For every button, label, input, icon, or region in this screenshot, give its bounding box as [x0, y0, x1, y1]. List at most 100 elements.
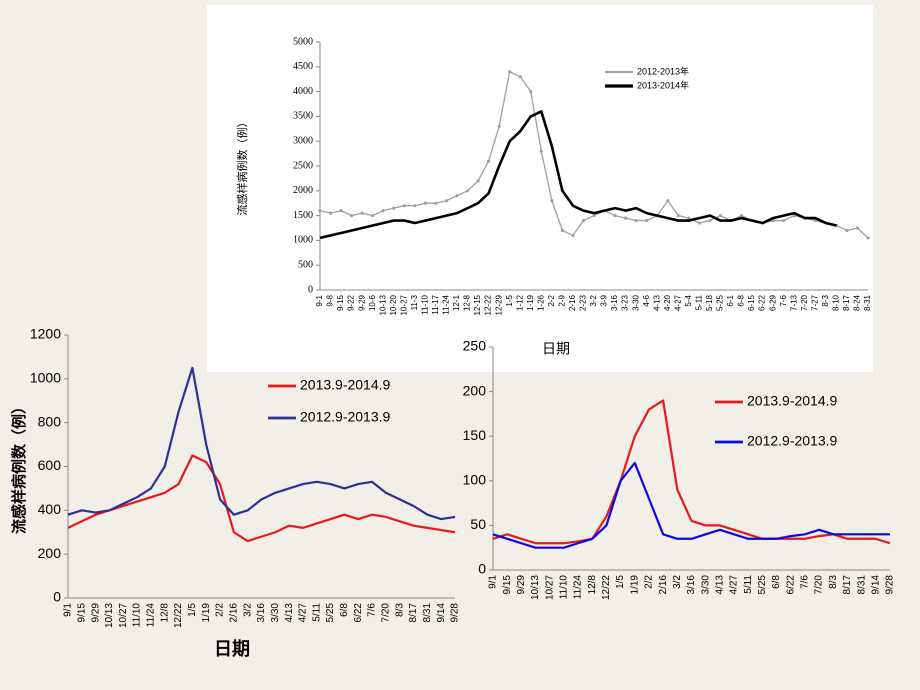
point [508, 70, 512, 74]
x-tick-label: 5/11 [743, 575, 754, 594]
point [328, 211, 333, 215]
point [739, 214, 744, 218]
x-tick-label: 1-5 [505, 294, 514, 306]
x-tick-label: 8-24 [853, 294, 862, 311]
x-tick-label: 9-15 [336, 294, 345, 311]
point [371, 214, 375, 218]
x-tick-label: 3/2 [242, 603, 253, 617]
y-tick-label: 0 [478, 561, 486, 577]
y-tick-label: 4000 [293, 86, 313, 97]
x-tick-label: 8-3 [821, 294, 830, 306]
x-tick-label: 7/6 [800, 575, 811, 589]
point [718, 214, 723, 218]
x-tick-label: 7/20 [381, 603, 392, 623]
x-tick-label: 8-31 [863, 294, 872, 311]
x-tick-label: 11/24 [573, 575, 584, 600]
x-tick-label: 6-22 [758, 294, 767, 311]
x-tick-label: 8-10 [831, 294, 840, 311]
point [518, 75, 522, 79]
x-tick-label: 8/3 [828, 575, 839, 589]
x-tick-label: 2-2 [547, 294, 556, 306]
x-tick-label: 10/27 [544, 575, 555, 600]
x-tick-label: 10/13 [104, 603, 115, 628]
x-tick-label: 6/22 [785, 575, 796, 595]
point [476, 179, 480, 183]
y-tick-label: 400 [38, 501, 62, 517]
x-tick-label: 10-13 [378, 294, 387, 315]
point [455, 194, 459, 198]
x-tick-label: 12-29 [494, 294, 503, 315]
x-tick-label: 8/31 [422, 603, 433, 623]
x-tick-label: 12/8 [159, 603, 170, 623]
x-tick-label: 6-15 [747, 294, 756, 311]
legend-label: 2012.9-2013.9 [747, 433, 838, 449]
y-tick-label: 2000 [293, 185, 313, 196]
x-tick-label: 1/5 [187, 603, 198, 617]
x-tick-label: 3/2 [672, 575, 683, 589]
point [666, 199, 670, 203]
point [581, 218, 586, 223]
x-tick-label: 2/16 [228, 603, 239, 623]
point [360, 211, 364, 215]
x-tick-label: 1-19 [526, 294, 535, 311]
series-line [67, 454, 456, 543]
y-tick-label: 3000 [293, 135, 313, 146]
x-tick-label: 12/22 [173, 603, 184, 628]
legend-label: 2013.9-2014.9 [300, 377, 391, 393]
point [539, 149, 543, 153]
point [571, 233, 575, 238]
x-tick-label: 9/15 [76, 603, 87, 623]
x-tick-label: 11/10 [132, 603, 143, 628]
y-tick-label: 200 [463, 382, 487, 398]
x-tick-label: 8/3 [394, 603, 405, 617]
legend-label: 2013-2014年 [637, 79, 689, 90]
y-tick-label: 1000 [293, 235, 313, 246]
point [434, 201, 438, 205]
x-tick-label: 4-6 [642, 294, 651, 306]
point [423, 201, 427, 205]
x-tick-label: 4/27 [298, 603, 309, 623]
point [613, 214, 617, 218]
y-axis-label: 流感样病例数（例） [235, 117, 249, 216]
x-tick-label: 3-2 [589, 294, 598, 306]
x-tick-label: 9/28 [885, 575, 896, 595]
y-tick-label: 500 [298, 259, 313, 270]
point [634, 218, 638, 223]
x-tick-label: 7/20 [814, 575, 825, 595]
point [624, 216, 628, 220]
x-tick-label: 6/8 [771, 575, 782, 589]
x-tick-label: 6/22 [353, 603, 364, 623]
y-tick-label: 150 [463, 427, 487, 443]
point [497, 124, 501, 128]
series-line [492, 461, 890, 549]
point [708, 218, 712, 223]
point [392, 206, 396, 210]
point [339, 209, 343, 213]
x-tick-label: 12-22 [484, 294, 493, 315]
point [782, 218, 786, 223]
legend-label: 2012-2013年 [637, 65, 689, 76]
x-tick-label: 9/28 [450, 603, 461, 623]
x-tick-label: 12/22 [601, 575, 612, 600]
y-tick-label: 200 [38, 545, 62, 561]
x-tick-label: 5-11 [694, 294, 703, 310]
x-tick-label: 9/29 [516, 575, 527, 595]
x-tick-label: 3/16 [686, 575, 697, 595]
y-tick-label: 1000 [30, 370, 61, 386]
x-tick-label: 12-1 [452, 294, 461, 311]
x-tick-label: 10-27 [399, 294, 408, 315]
x-tick-label: 5-4 [684, 294, 693, 306]
y-tick-label: 2500 [293, 160, 313, 171]
x-tick-label: 6-29 [768, 294, 777, 311]
x-tick-label: 8/31 [856, 575, 867, 595]
point [444, 199, 449, 203]
x-tick-label: 6/8 [339, 603, 350, 617]
x-tick-label: 2/2 [644, 575, 655, 589]
x-tick-label: 7-6 [779, 294, 788, 306]
y-tick-label: 800 [38, 413, 62, 429]
x-tick-label: 3-30 [631, 294, 640, 311]
x-tick-label: 9/1 [488, 575, 499, 589]
x-tick-label: 1-26 [536, 294, 545, 311]
point [855, 226, 860, 230]
